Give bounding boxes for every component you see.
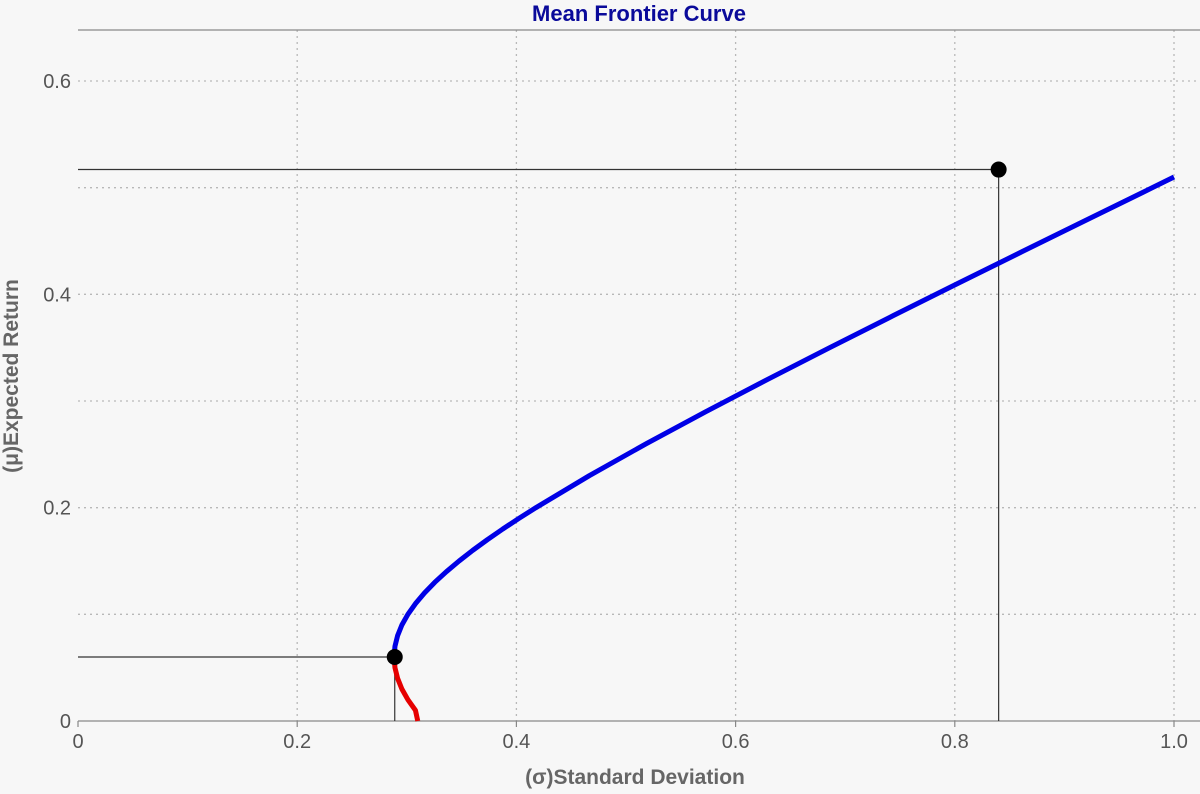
y-tick-label: 0.6 [43,71,71,93]
y-axis-title: (μ)Expected Return [0,279,23,473]
chart-title: Mean Frontier Curve [532,1,746,26]
y-tick-label: 0.4 [43,284,71,306]
axes [78,29,1200,722]
x-axis-title: (σ)Standard Deviation [525,766,745,789]
x-tick-label: 0.8 [941,731,969,753]
grid [78,30,1200,721]
highlighted-points [386,161,1007,665]
x-tick-label: 0.4 [502,731,530,753]
series [391,174,1176,722]
tick-labels: 0 0.2 0.4 0.6 0.8 1.0 0 0.2 0.4 0.6 [43,71,1188,753]
inefficient-frontier-line [391,656,421,722]
x-tick-label: 0 [72,731,83,753]
y-tick-label: 0.2 [43,498,71,520]
x-tick-label: 0.2 [283,731,311,753]
efficient-frontier-line [391,174,1176,658]
x-tick-label: 0.6 [722,731,750,753]
y-tick-label: 0 [60,711,71,733]
minimum-variance-point [386,649,403,665]
x-tick-label: 1.0 [1160,731,1188,753]
highlighted-point [990,161,1007,178]
